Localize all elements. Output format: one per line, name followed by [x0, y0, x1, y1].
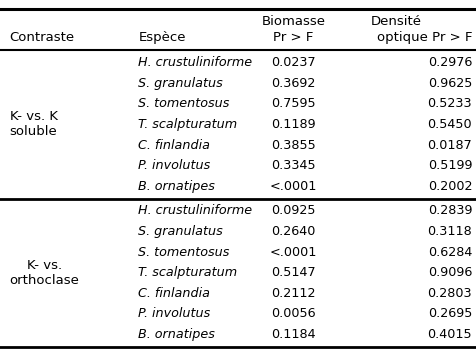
Text: S. tomentosus: S. tomentosus [138, 97, 229, 110]
Text: 0.1189: 0.1189 [270, 118, 315, 131]
Text: 0.2640: 0.2640 [270, 225, 315, 238]
Text: Contraste: Contraste [10, 32, 75, 44]
Text: 0.5233: 0.5233 [426, 97, 471, 110]
Text: 0.2002: 0.2002 [427, 180, 471, 193]
Text: 0.6284: 0.6284 [427, 246, 471, 259]
Text: 0.7595: 0.7595 [270, 97, 315, 110]
Text: 0.5147: 0.5147 [270, 266, 315, 279]
Text: <.0001: <.0001 [269, 246, 317, 259]
Text: K- vs. K
soluble: K- vs. K soluble [10, 110, 58, 138]
Text: P. involutus: P. involutus [138, 159, 210, 172]
Text: 0.9096: 0.9096 [427, 266, 471, 279]
Text: S. tomentosus: S. tomentosus [138, 246, 229, 259]
Text: T. scalpturatum: T. scalpturatum [138, 266, 237, 279]
Text: 0.2695: 0.2695 [427, 307, 471, 321]
Text: 0.9625: 0.9625 [427, 77, 471, 90]
Text: K- vs.
orthoclase: K- vs. orthoclase [10, 259, 79, 287]
Text: 0.1184: 0.1184 [270, 328, 315, 341]
Text: 0.2839: 0.2839 [427, 204, 471, 218]
Text: 0.0056: 0.0056 [270, 307, 315, 321]
Text: T. scalpturatum: T. scalpturatum [138, 118, 237, 131]
Text: 0.5450: 0.5450 [426, 118, 471, 131]
Text: Biomasse: Biomasse [261, 15, 325, 28]
Text: 0.3692: 0.3692 [270, 77, 315, 90]
Text: B. ornatipes: B. ornatipes [138, 180, 215, 193]
Text: C. finlandia: C. finlandia [138, 138, 210, 152]
Text: 0.0187: 0.0187 [426, 138, 471, 152]
Text: 0.2976: 0.2976 [427, 56, 471, 69]
Text: 0.2803: 0.2803 [426, 287, 471, 300]
Text: B. ornatipes: B. ornatipes [138, 328, 215, 341]
Text: Pr > F: Pr > F [273, 32, 313, 44]
Text: S. granulatus: S. granulatus [138, 225, 223, 238]
Text: 0.2112: 0.2112 [270, 287, 315, 300]
Text: optique Pr > F: optique Pr > F [376, 32, 471, 44]
Text: P. involutus: P. involutus [138, 307, 210, 321]
Text: <.0001: <.0001 [269, 180, 317, 193]
Text: H. crustuliniforme: H. crustuliniforme [138, 204, 252, 218]
Text: 0.0925: 0.0925 [270, 204, 315, 218]
Text: S. granulatus: S. granulatus [138, 77, 223, 90]
Text: 0.0237: 0.0237 [270, 56, 315, 69]
Text: H. crustuliniforme: H. crustuliniforme [138, 56, 252, 69]
Text: 0.4015: 0.4015 [426, 328, 471, 341]
Text: 0.5199: 0.5199 [427, 159, 471, 172]
Text: 0.3345: 0.3345 [270, 159, 315, 172]
Text: C. finlandia: C. finlandia [138, 287, 210, 300]
Text: 0.3118: 0.3118 [426, 225, 471, 238]
Text: 0.3855: 0.3855 [270, 138, 315, 152]
Text: Densité: Densité [370, 15, 420, 28]
Text: Espèce: Espèce [138, 32, 186, 44]
